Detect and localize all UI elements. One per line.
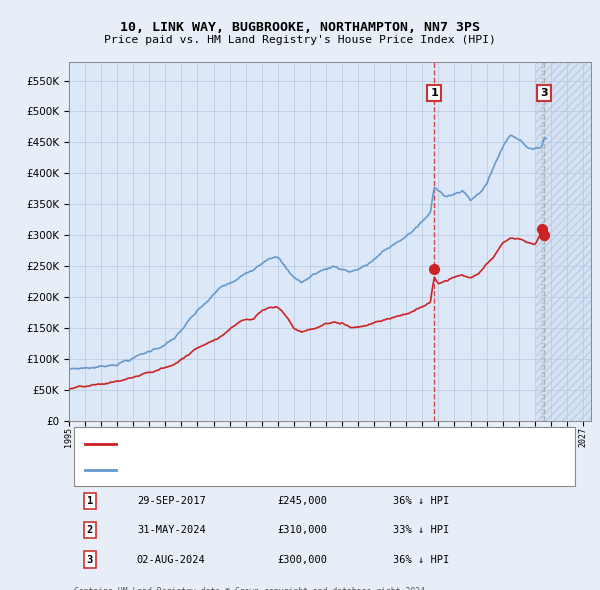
Text: 1: 1 [430,88,438,98]
Text: 10, LINK WAY, BUGBROOKE, NORTHAMPTON, NN7 3PS (detached house): 10, LINK WAY, BUGBROOKE, NORTHAMPTON, NN… [124,439,496,449]
Bar [536,62,591,421]
Text: HPI: Average price, detached house, West Northamptonshire: HPI: Average price, detached house, West… [124,465,466,475]
Text: 1: 1 [87,496,93,506]
Text: Price paid vs. HM Land Registry's House Price Index (HPI): Price paid vs. HM Land Registry's House … [104,35,496,45]
FancyBboxPatch shape [74,428,575,486]
Text: 36% ↓ HPI: 36% ↓ HPI [392,555,449,565]
Text: £310,000: £310,000 [278,525,328,535]
Text: 3: 3 [87,555,93,565]
Text: 33% ↓ HPI: 33% ↓ HPI [392,525,449,535]
Text: 36% ↓ HPI: 36% ↓ HPI [392,496,449,506]
Text: 10, LINK WAY, BUGBROOKE, NORTHAMPTON, NN7 3PS: 10, LINK WAY, BUGBROOKE, NORTHAMPTON, NN… [120,21,480,34]
Text: 29-SEP-2017: 29-SEP-2017 [137,496,206,506]
Bar [536,62,591,421]
Text: £300,000: £300,000 [278,555,328,565]
Text: 02-AUG-2024: 02-AUG-2024 [137,555,206,565]
Text: 2: 2 [87,525,93,535]
Text: 3: 3 [540,88,548,98]
Text: £245,000: £245,000 [278,496,328,506]
Text: Contains HM Land Registry data © Crown copyright and database right 2024.
This d: Contains HM Land Registry data © Crown c… [74,588,430,590]
Text: 31-MAY-2024: 31-MAY-2024 [137,525,206,535]
